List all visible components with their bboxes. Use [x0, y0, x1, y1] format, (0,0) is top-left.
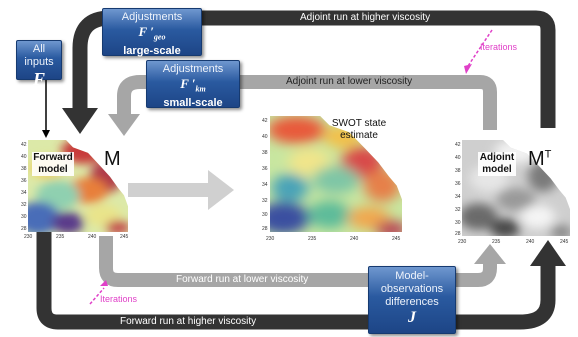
adjust-km-scale: small-scale: [163, 96, 223, 109]
adjoint-model-label: Adjoint model: [478, 152, 516, 176]
svg-text:235: 235: [492, 239, 501, 245]
svg-text:30: 30: [262, 212, 268, 218]
svg-text:36: 36: [262, 166, 268, 172]
svg-text:28: 28: [262, 226, 268, 232]
adjust-km-symbol: F ′km: [180, 76, 206, 94]
iterations-arrow-bottom: [89, 287, 105, 305]
iterations-arrowhead-top: [464, 64, 472, 74]
swot-label: SWOT state estimate: [324, 118, 394, 142]
adjust-km-subscript: km: [195, 84, 206, 94]
adjoint-superscript: T: [544, 148, 552, 161]
all-inputs-box: All inputs F: [16, 40, 62, 89]
svg-text:34: 34: [455, 194, 461, 200]
adjoint-low-arrow: [117, 75, 497, 130]
forward-y-ticks: 42 40 38 36 34 32 30 28: [21, 142, 27, 232]
forward-low-arrowhead: [474, 244, 506, 264]
adjust-km-box: Adjustments F ′km small-scale: [146, 60, 240, 109]
iterations-arrow-top: [467, 29, 493, 67]
iterations-label-bottom: Iterations: [100, 294, 138, 304]
swot-label-line1: SWOT state: [331, 118, 387, 129]
swot-label-line2: estimate: [340, 130, 378, 141]
svg-text:30: 30: [21, 214, 27, 220]
svg-text:40: 40: [455, 155, 461, 161]
svg-text:32: 32: [262, 198, 268, 204]
adjust-geo-subscript: geo: [153, 32, 166, 42]
svg-text:40: 40: [262, 134, 268, 140]
swot-x-ticks: 230 235 240 245: [266, 236, 401, 242]
forward-low-arrow: [99, 236, 497, 287]
adjoint-x-ticks: 230 235 240 245: [458, 239, 569, 245]
adjoint-high-caption: Adjoint run at higher viscosity: [300, 12, 431, 23]
forward-model-symbol: M: [104, 148, 121, 170]
svg-text:240: 240: [350, 236, 359, 242]
svg-text:245: 245: [392, 236, 401, 242]
all-inputs-symbol: F: [32, 69, 45, 89]
svg-text:34: 34: [262, 182, 268, 188]
svg-text:32: 32: [455, 207, 461, 213]
svg-text:38: 38: [21, 166, 27, 172]
adjoint-low-caption: Adjoint run at lower viscosity: [286, 76, 413, 87]
adjoint-model-map: 42 40 38 36 34 32 30 28 230 235 240 245: [455, 140, 571, 245]
svg-text:42: 42: [455, 142, 461, 148]
adjust-geo-scale: large-scale: [123, 44, 181, 57]
svg-text:34: 34: [21, 190, 27, 196]
svg-text:32: 32: [21, 202, 27, 208]
adjoint-high-arrow: [72, 10, 556, 128]
adjust-geo-label: Adjustments: [121, 11, 183, 23]
adjust-km-label: Adjustments: [162, 63, 224, 75]
middle-arrow-shaft: [118, 183, 210, 197]
svg-text:240: 240: [88, 234, 97, 240]
adjoint-label-line2: model: [482, 164, 512, 175]
all-inputs-arrowhead: [42, 130, 50, 138]
adjust-geo-box: Adjustments F ′geo large-scale: [102, 8, 202, 57]
adjoint-label-line1: Adjoint: [479, 152, 515, 163]
iterations-label-top: Iterations: [480, 42, 518, 52]
model-obs-line3: differences: [385, 296, 439, 308]
forward-high-arrow: [36, 232, 556, 330]
svg-text:245: 245: [560, 239, 569, 245]
model-obs-box: Model- observations differences J: [368, 266, 456, 334]
svg-text:42: 42: [262, 118, 268, 124]
adjoint-low-arrowhead: [108, 114, 140, 136]
model-obs-line2: observations: [380, 283, 444, 295]
svg-text:28: 28: [21, 226, 27, 232]
forward-high-arrowhead: [530, 240, 566, 266]
svg-text:230: 230: [266, 236, 275, 242]
svg-text:36: 36: [21, 178, 27, 184]
svg-text:38: 38: [455, 168, 461, 174]
forward-model-label: Forward model: [32, 152, 74, 176]
iterations-arrowhead-bottom: [100, 280, 108, 286]
svg-text:40: 40: [21, 154, 27, 160]
forward-low-caption: Forward run at lower viscosity: [176, 274, 309, 285]
svg-text:235: 235: [56, 234, 65, 240]
swot-map: 42 40 38 36 34 32 30 28 230 235 240 245: [262, 116, 403, 242]
adjoint-y-ticks: 42 40 38 36 34 32 30 28: [455, 142, 461, 237]
svg-text:38: 38: [262, 150, 268, 156]
forward-x-ticks: 230 235 240 245: [24, 234, 129, 240]
svg-text:240: 240: [526, 239, 535, 245]
svg-text:42: 42: [21, 142, 27, 148]
model-obs-symbol: J: [408, 309, 416, 326]
forward-label-line1: Forward: [33, 152, 73, 163]
svg-text:28: 28: [455, 231, 461, 237]
middle-arrowhead: [208, 170, 234, 210]
svg-text:245: 245: [120, 234, 129, 240]
adjust-geo-symbol: F ′geo: [138, 24, 166, 42]
svg-text:235: 235: [308, 236, 317, 242]
forward-high-caption: Forward run at higher viscosity: [120, 316, 257, 327]
svg-text:30: 30: [455, 220, 461, 226]
svg-text:36: 36: [455, 181, 461, 187]
adjoint-high-arrowhead: [62, 108, 98, 134]
swot-y-ticks: 42 40 38 36 34 32 30 28: [262, 118, 268, 232]
all-inputs-label: All inputs: [24, 43, 54, 68]
forward-label-line2: model: [38, 164, 68, 175]
svg-text:230: 230: [458, 239, 467, 245]
svg-text:230: 230: [24, 234, 33, 240]
model-obs-line1: Model-: [395, 270, 429, 282]
adjoint-model-symbol: MT: [528, 148, 552, 170]
